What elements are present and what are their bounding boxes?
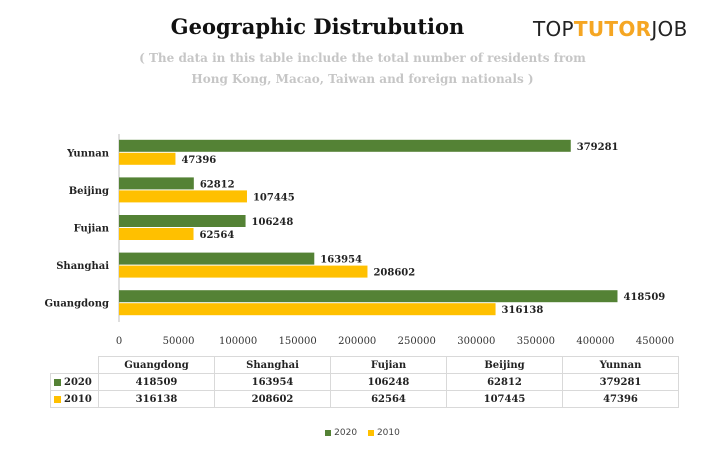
chart-subtitle: ( The data in this table include the tot…	[0, 48, 725, 90]
x-tick-label: 400000	[576, 336, 614, 347]
category-label: Yunnan	[66, 148, 110, 159]
chart-title: Geographic Distrubution	[170, 14, 465, 39]
data-table-cell: 107445	[446, 390, 563, 408]
data-table-cell: 106248	[330, 373, 447, 391]
legend-key-2010	[54, 395, 61, 403]
category-label: Guangdong	[45, 299, 109, 310]
bar-2010	[119, 190, 247, 203]
category-label: Beijing	[69, 186, 109, 197]
bar-2020	[119, 252, 315, 265]
category-label: Shanghai	[56, 261, 109, 272]
x-tick-label: 200000	[338, 336, 376, 347]
chart-legend: 2020 2010	[0, 428, 725, 438]
x-tick-label: 50000	[163, 336, 195, 347]
data-table-row-header: 2010	[50, 390, 99, 408]
data-label: 62564	[200, 230, 235, 241]
x-tick-label: 300000	[457, 336, 495, 347]
legend-swatch-2010	[367, 429, 374, 436]
data-label: 379281	[577, 142, 619, 153]
bar-2020	[119, 139, 571, 152]
bar-2010	[119, 265, 368, 278]
data-table-header: Guangdong Shanghai Fujian Beijing Yunnan	[51, 356, 679, 374]
brand-logo: TOPTUTORJOB	[533, 17, 688, 41]
data-table-row-header: 2020	[50, 373, 99, 391]
data-table-col-header: Shanghai	[214, 356, 331, 374]
bar-2010	[119, 303, 496, 316]
data-table-cell: 47396	[562, 390, 679, 408]
x-tick-label: 450000	[636, 336, 674, 347]
bar-2010	[119, 152, 176, 165]
data-table-cell: 316138	[98, 390, 215, 408]
subtitle-line-1: ( The data in this table include the tot…	[139, 51, 586, 65]
legend-swatch-2020	[325, 429, 332, 436]
data-label: 62812	[200, 179, 235, 190]
bar-2020	[119, 177, 194, 190]
category-label: Fujian	[74, 224, 110, 235]
data-table-col-header: Guangdong	[98, 356, 215, 374]
data-table-cell: 163954	[214, 373, 331, 391]
data-table-col-header: Yunnan	[562, 356, 679, 374]
legend-item-2010: 2010	[367, 428, 400, 438]
legend-key-2020	[54, 378, 61, 386]
data-label: 163954	[320, 255, 362, 266]
data-table-col-header: Fujian	[330, 356, 447, 374]
data-table-corner	[51, 357, 99, 374]
data-label: 208602	[373, 268, 415, 279]
data-table-col-header: Beijing	[446, 356, 563, 374]
x-tick-label: 100000	[219, 336, 257, 347]
bar-2010	[119, 228, 194, 240]
data-table: Guangdong Shanghai Fujian Beijing Yunnan…	[50, 356, 679, 408]
x-tick-label: 150000	[279, 336, 317, 347]
data-table-cell: 208602	[214, 390, 331, 408]
x-tick-label: 0	[116, 336, 122, 347]
data-table-cell: 379281	[562, 373, 679, 391]
data-label: 316138	[502, 305, 544, 316]
data-table-cell: 418509	[98, 373, 215, 391]
data-label: 106248	[252, 217, 294, 228]
x-tick-label: 250000	[398, 336, 436, 347]
subtitle-line-2: Hong Kong, Macao, Taiwan and foreign nat…	[191, 72, 534, 86]
legend-item-2020: 2020	[325, 428, 357, 438]
x-tick-label: 350000	[517, 336, 555, 347]
data-table-row-2010: 2010 316138 208602 62564 107445 47396	[50, 390, 679, 408]
data-table-cell: 62564	[330, 390, 447, 408]
bar-chart: 0 50000 100000 150000 200000 250000 300000 3500…	[45, 134, 674, 347]
data-table-row-2020: 2020 418509 163954 106248 62812 379281	[50, 373, 679, 391]
data-label: 107445	[253, 192, 295, 203]
data-label: 47396	[181, 155, 216, 166]
data-label: 418509	[623, 292, 665, 303]
data-table-cell: 62812	[446, 373, 563, 391]
bar-2020	[119, 290, 618, 303]
bar-2020	[119, 215, 246, 227]
